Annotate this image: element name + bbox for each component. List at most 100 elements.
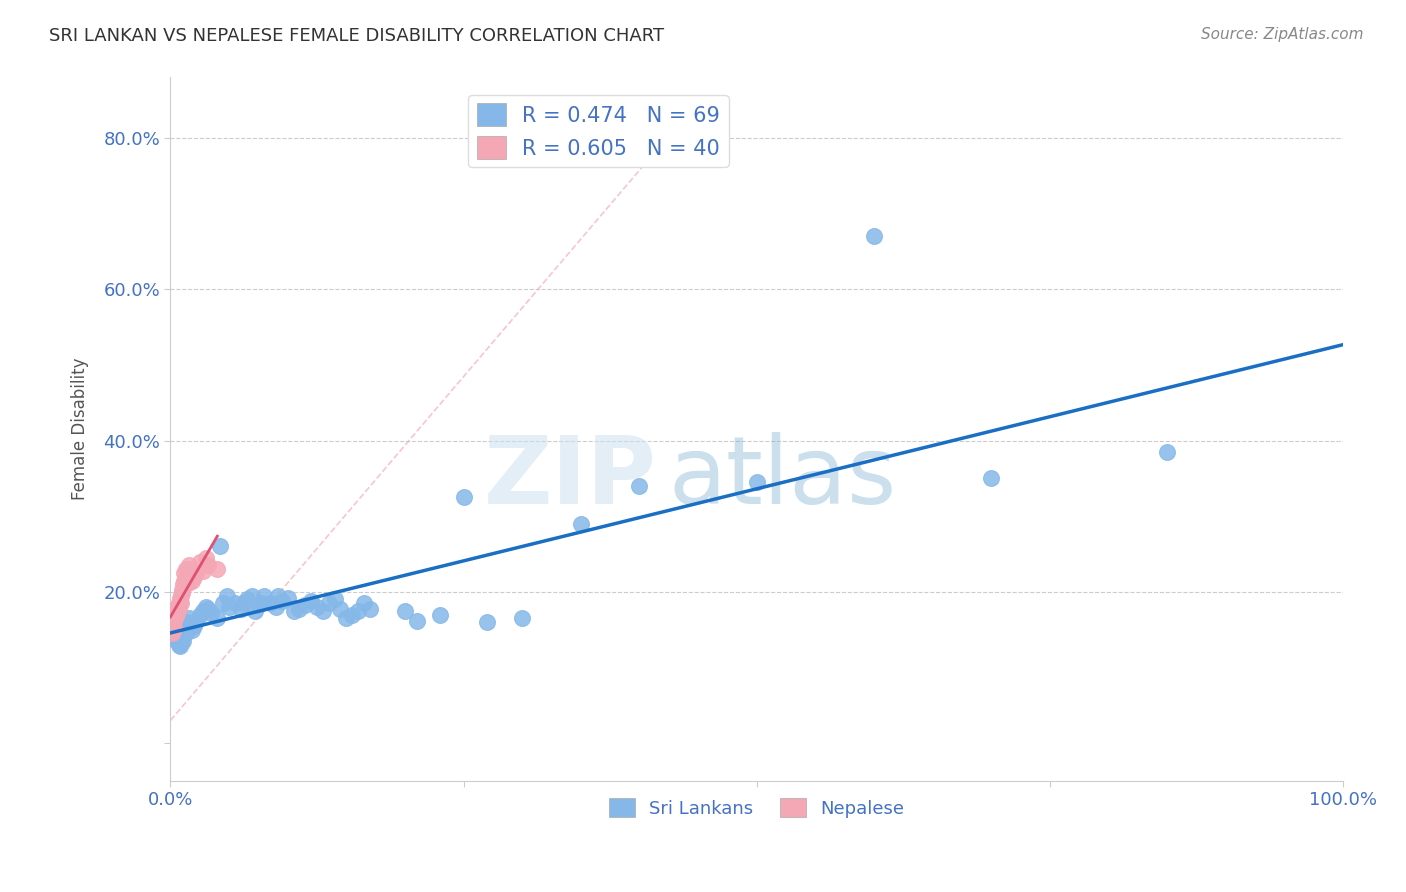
Point [172, 630, 194, 644]
Point [173, 566, 195, 580]
Point [167, 601, 190, 615]
Point [179, 611, 201, 625]
Point [318, 596, 340, 610]
Point [186, 566, 208, 580]
Point [329, 601, 352, 615]
Point [207, 611, 229, 625]
Point [628, 479, 651, 493]
Point [180, 574, 202, 588]
Point [250, 596, 273, 610]
Point [166, 599, 188, 614]
Point [183, 570, 205, 584]
Point [172, 581, 194, 595]
Point [163, 614, 186, 628]
Point [267, 589, 290, 603]
Point [165, 604, 187, 618]
Point [197, 601, 219, 615]
Point [176, 615, 198, 629]
Point [207, 562, 229, 576]
Point [745, 475, 768, 490]
Point [165, 609, 187, 624]
Point [173, 624, 195, 639]
Point [162, 619, 184, 633]
Point [188, 555, 211, 569]
Point [177, 575, 200, 590]
Point [264, 599, 287, 614]
Point [194, 550, 217, 565]
Point [169, 594, 191, 608]
Point [176, 566, 198, 580]
Point [162, 626, 184, 640]
Point [270, 594, 292, 608]
Point [232, 596, 254, 610]
Point [218, 599, 240, 614]
Point [183, 619, 205, 633]
Text: atlas: atlas [669, 433, 897, 524]
Point [359, 601, 381, 615]
Point [405, 614, 427, 628]
Point [179, 558, 201, 573]
Point [174, 626, 197, 640]
Text: Source: ZipAtlas.com: Source: ZipAtlas.com [1201, 27, 1364, 42]
Point [177, 619, 200, 633]
Point [1156, 445, 1178, 459]
Point [980, 471, 1002, 485]
Text: SRI LANKAN VS NEPALESE FEMALE DISABILITY CORRELATION CHART: SRI LANKAN VS NEPALESE FEMALE DISABILITY… [49, 27, 665, 45]
Point [162, 624, 184, 639]
Point [277, 591, 299, 605]
Point [394, 604, 416, 618]
Point [253, 589, 276, 603]
Point [347, 604, 370, 618]
Point [200, 606, 222, 620]
Point [177, 562, 200, 576]
Point [165, 632, 187, 646]
Point [288, 601, 311, 615]
Y-axis label: Female Disability: Female Disability [72, 358, 89, 500]
Point [224, 596, 246, 610]
Point [170, 589, 193, 603]
Point [242, 589, 264, 603]
Point [163, 630, 186, 644]
Point [170, 636, 193, 650]
Point [180, 623, 202, 637]
Point [229, 601, 252, 615]
Point [169, 591, 191, 605]
Point [208, 540, 231, 554]
Text: ZIP: ZIP [484, 433, 657, 524]
Point [194, 599, 217, 614]
Point [174, 570, 197, 584]
Point [312, 604, 335, 618]
Point [259, 596, 281, 610]
Point [176, 571, 198, 585]
Point [429, 607, 451, 622]
Point [170, 596, 193, 610]
Point [188, 607, 211, 622]
Point [165, 611, 187, 625]
Point [166, 634, 188, 648]
Point [243, 604, 266, 618]
Point [179, 566, 201, 580]
Point [172, 586, 194, 600]
Point [167, 638, 190, 652]
Point [193, 604, 215, 618]
Point [167, 596, 190, 610]
Point [166, 606, 188, 620]
Point [186, 614, 208, 628]
Point [299, 594, 322, 608]
Point [475, 615, 498, 629]
Point [160, 626, 183, 640]
Point [335, 611, 357, 625]
Point [453, 491, 475, 505]
Point [283, 604, 305, 618]
Point [353, 596, 375, 610]
Point [169, 640, 191, 654]
Point [212, 596, 235, 610]
Point [247, 599, 270, 613]
Point [863, 229, 886, 244]
Point [173, 574, 195, 588]
Point [172, 583, 194, 598]
Point [193, 564, 215, 578]
Point [172, 577, 194, 591]
Point [510, 611, 533, 625]
Point [174, 562, 197, 576]
